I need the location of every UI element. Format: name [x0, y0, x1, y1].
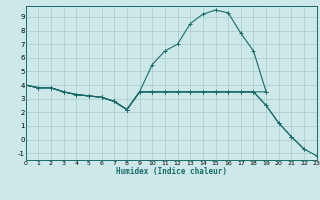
X-axis label: Humidex (Indice chaleur): Humidex (Indice chaleur): [116, 167, 227, 176]
